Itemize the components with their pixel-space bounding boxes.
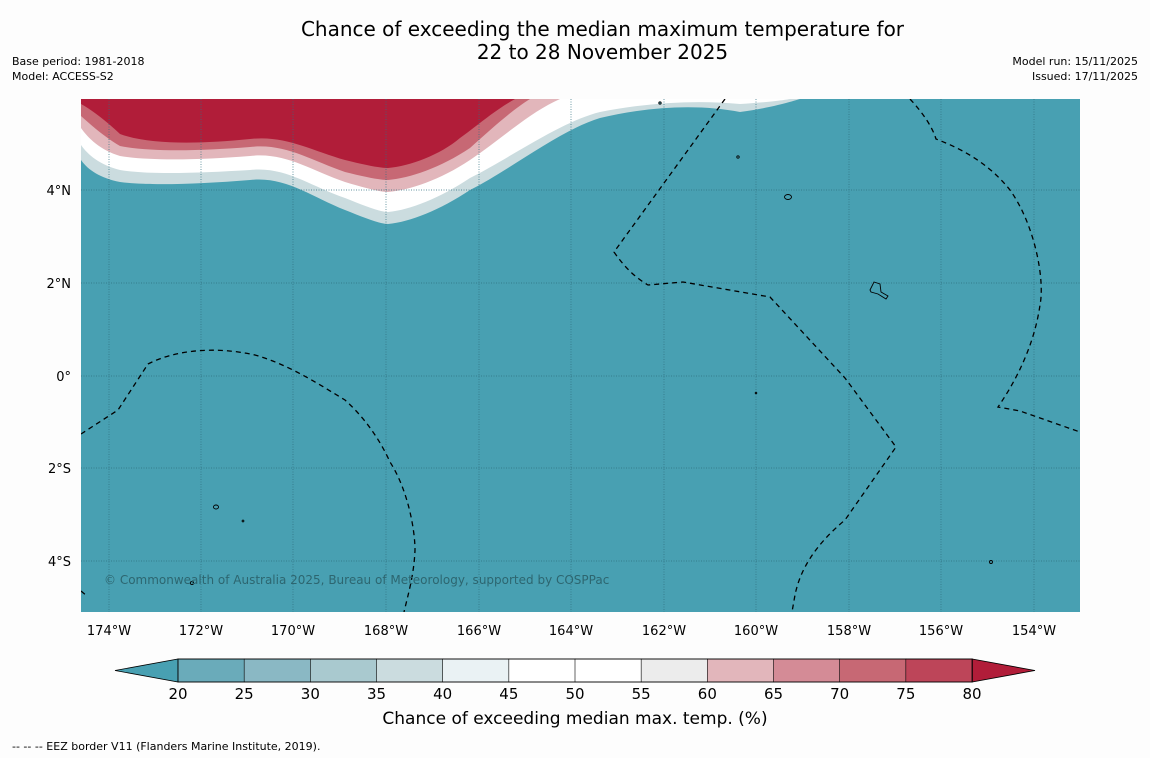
- island: [189, 580, 195, 586]
- lat-label-2s: 2°S: [48, 462, 71, 477]
- colorbar-bin-65-70: [773, 658, 841, 683]
- islands: [189, 101, 993, 586]
- eez-borders: [81, 99, 1080, 612]
- colorbar-bin-40-45: [442, 658, 510, 683]
- eez-border-west: [81, 349, 416, 612]
- eez-border-corner: [81, 590, 88, 597]
- colorbar-bins: [177, 658, 973, 683]
- island: [754, 391, 758, 395]
- colorbar-tick-70: 70: [830, 685, 849, 703]
- colorbar-high-extend: [971, 658, 1036, 683]
- island: [784, 194, 792, 200]
- lon-label-160w: 160°W: [734, 624, 778, 639]
- lat-label-2n: 2°N: [47, 277, 72, 292]
- colorbar-tick-25: 25: [235, 685, 254, 703]
- colorbar-bin-75-80: [905, 658, 973, 683]
- colorbar-tick-75: 75: [896, 685, 915, 703]
- colorbar-tick-50: 50: [565, 685, 584, 703]
- eez-border-central: [613, 99, 897, 612]
- island: [736, 155, 740, 159]
- island: [241, 519, 245, 523]
- colorbar-tick-55: 55: [632, 685, 651, 703]
- title-line-2: 22 to 28 November 2025: [476, 40, 729, 64]
- colorbar-ticks: 20 25 30 35 40 45 50 55 60 65 70 75 80: [168, 685, 981, 703]
- lon-label-174w: 174°W: [87, 624, 131, 639]
- meta-right: Model run: 15/11/2025 Issued: 17/11/2025: [1012, 54, 1138, 84]
- colorbar-bin-50-55: [574, 658, 642, 683]
- lat-label-4n: 4°N: [47, 184, 72, 199]
- island-group: [869, 281, 889, 300]
- colorbar-tick-30: 30: [301, 685, 320, 703]
- colorbar-bin-45-50: [508, 658, 576, 683]
- lon-label-162w: 162°W: [642, 624, 686, 639]
- model-name: Model: ACCESS-S2: [12, 70, 114, 83]
- colorbar-outline: [177, 658, 973, 683]
- colorbar-bin-70-75: [839, 658, 907, 683]
- colorbar-bin-55-60: [640, 658, 709, 683]
- colorbar-bin-20-25: [177, 658, 245, 683]
- graticule: [81, 99, 1080, 612]
- lon-label-154w: 154°W: [1012, 624, 1056, 639]
- colorbar: 20 25 30 35 40 45 50 55 60 65 70 75 80: [114, 658, 1036, 703]
- longitude-labels: 174°W 172°W 170°W 168°W 166°W 164°W 162°…: [87, 624, 1056, 639]
- model-run: Model run: 15/11/2025: [1012, 55, 1138, 68]
- latitude-labels: 4°N 2°N 0° 2°S 4°S: [47, 184, 72, 570]
- issued-date: Issued: 17/11/2025: [1031, 70, 1138, 83]
- colorbar-tick-35: 35: [367, 685, 386, 703]
- meta-left: Base period: 1981-2018 Model: ACCESS-S2: [12, 54, 144, 84]
- base-period: Base period: 1981-2018: [12, 55, 145, 68]
- eez-border-east: [909, 99, 1080, 433]
- copyright-notice: © Commonwealth of Australia 2025, Bureau…: [104, 573, 610, 587]
- lon-label-164w: 164°W: [549, 624, 593, 639]
- eez-footnote: -- -- -- EEZ border V11 (Flanders Marine…: [12, 740, 321, 753]
- lat-label-4s: 4°S: [48, 555, 71, 570]
- island: [658, 101, 662, 105]
- warm-region: [81, 99, 515, 168]
- map-area: [81, 99, 1080, 612]
- colorbar-tick-40: 40: [433, 685, 452, 703]
- colorbar-bin-30-35: [310, 658, 378, 683]
- colorbar-label: Chance of exceeding median max. temp. (%…: [382, 709, 768, 729]
- lat-label-0: 0°: [56, 370, 71, 385]
- colorbar-tick-60: 60: [698, 685, 717, 703]
- lon-label-166w: 166°W: [457, 624, 501, 639]
- lon-label-172w: 172°W: [179, 624, 223, 639]
- title-line-1: Chance of exceeding the median maximum t…: [300, 17, 905, 41]
- island: [989, 560, 993, 564]
- colorbar-tick-45: 45: [499, 685, 518, 703]
- lon-label-156w: 156°W: [919, 624, 963, 639]
- lon-label-170w: 170°W: [271, 624, 315, 639]
- colorbar-bin-60-65: [707, 658, 775, 683]
- lon-label-158w: 158°W: [827, 624, 871, 639]
- ocean-fill: [81, 99, 1080, 612]
- colorbar-tick-20: 20: [168, 685, 187, 703]
- colorbar-bin-25-30: [243, 658, 312, 683]
- colorbar-tick-80: 80: [962, 685, 981, 703]
- colorbar-bin-35-40: [376, 658, 444, 683]
- chart-title: Chance of exceeding the median maximum t…: [0, 18, 1150, 64]
- colorbar-low-extend: [114, 658, 179, 683]
- island: [213, 504, 219, 510]
- lon-label-168w: 168°W: [364, 624, 408, 639]
- colorbar-tick-65: 65: [764, 685, 783, 703]
